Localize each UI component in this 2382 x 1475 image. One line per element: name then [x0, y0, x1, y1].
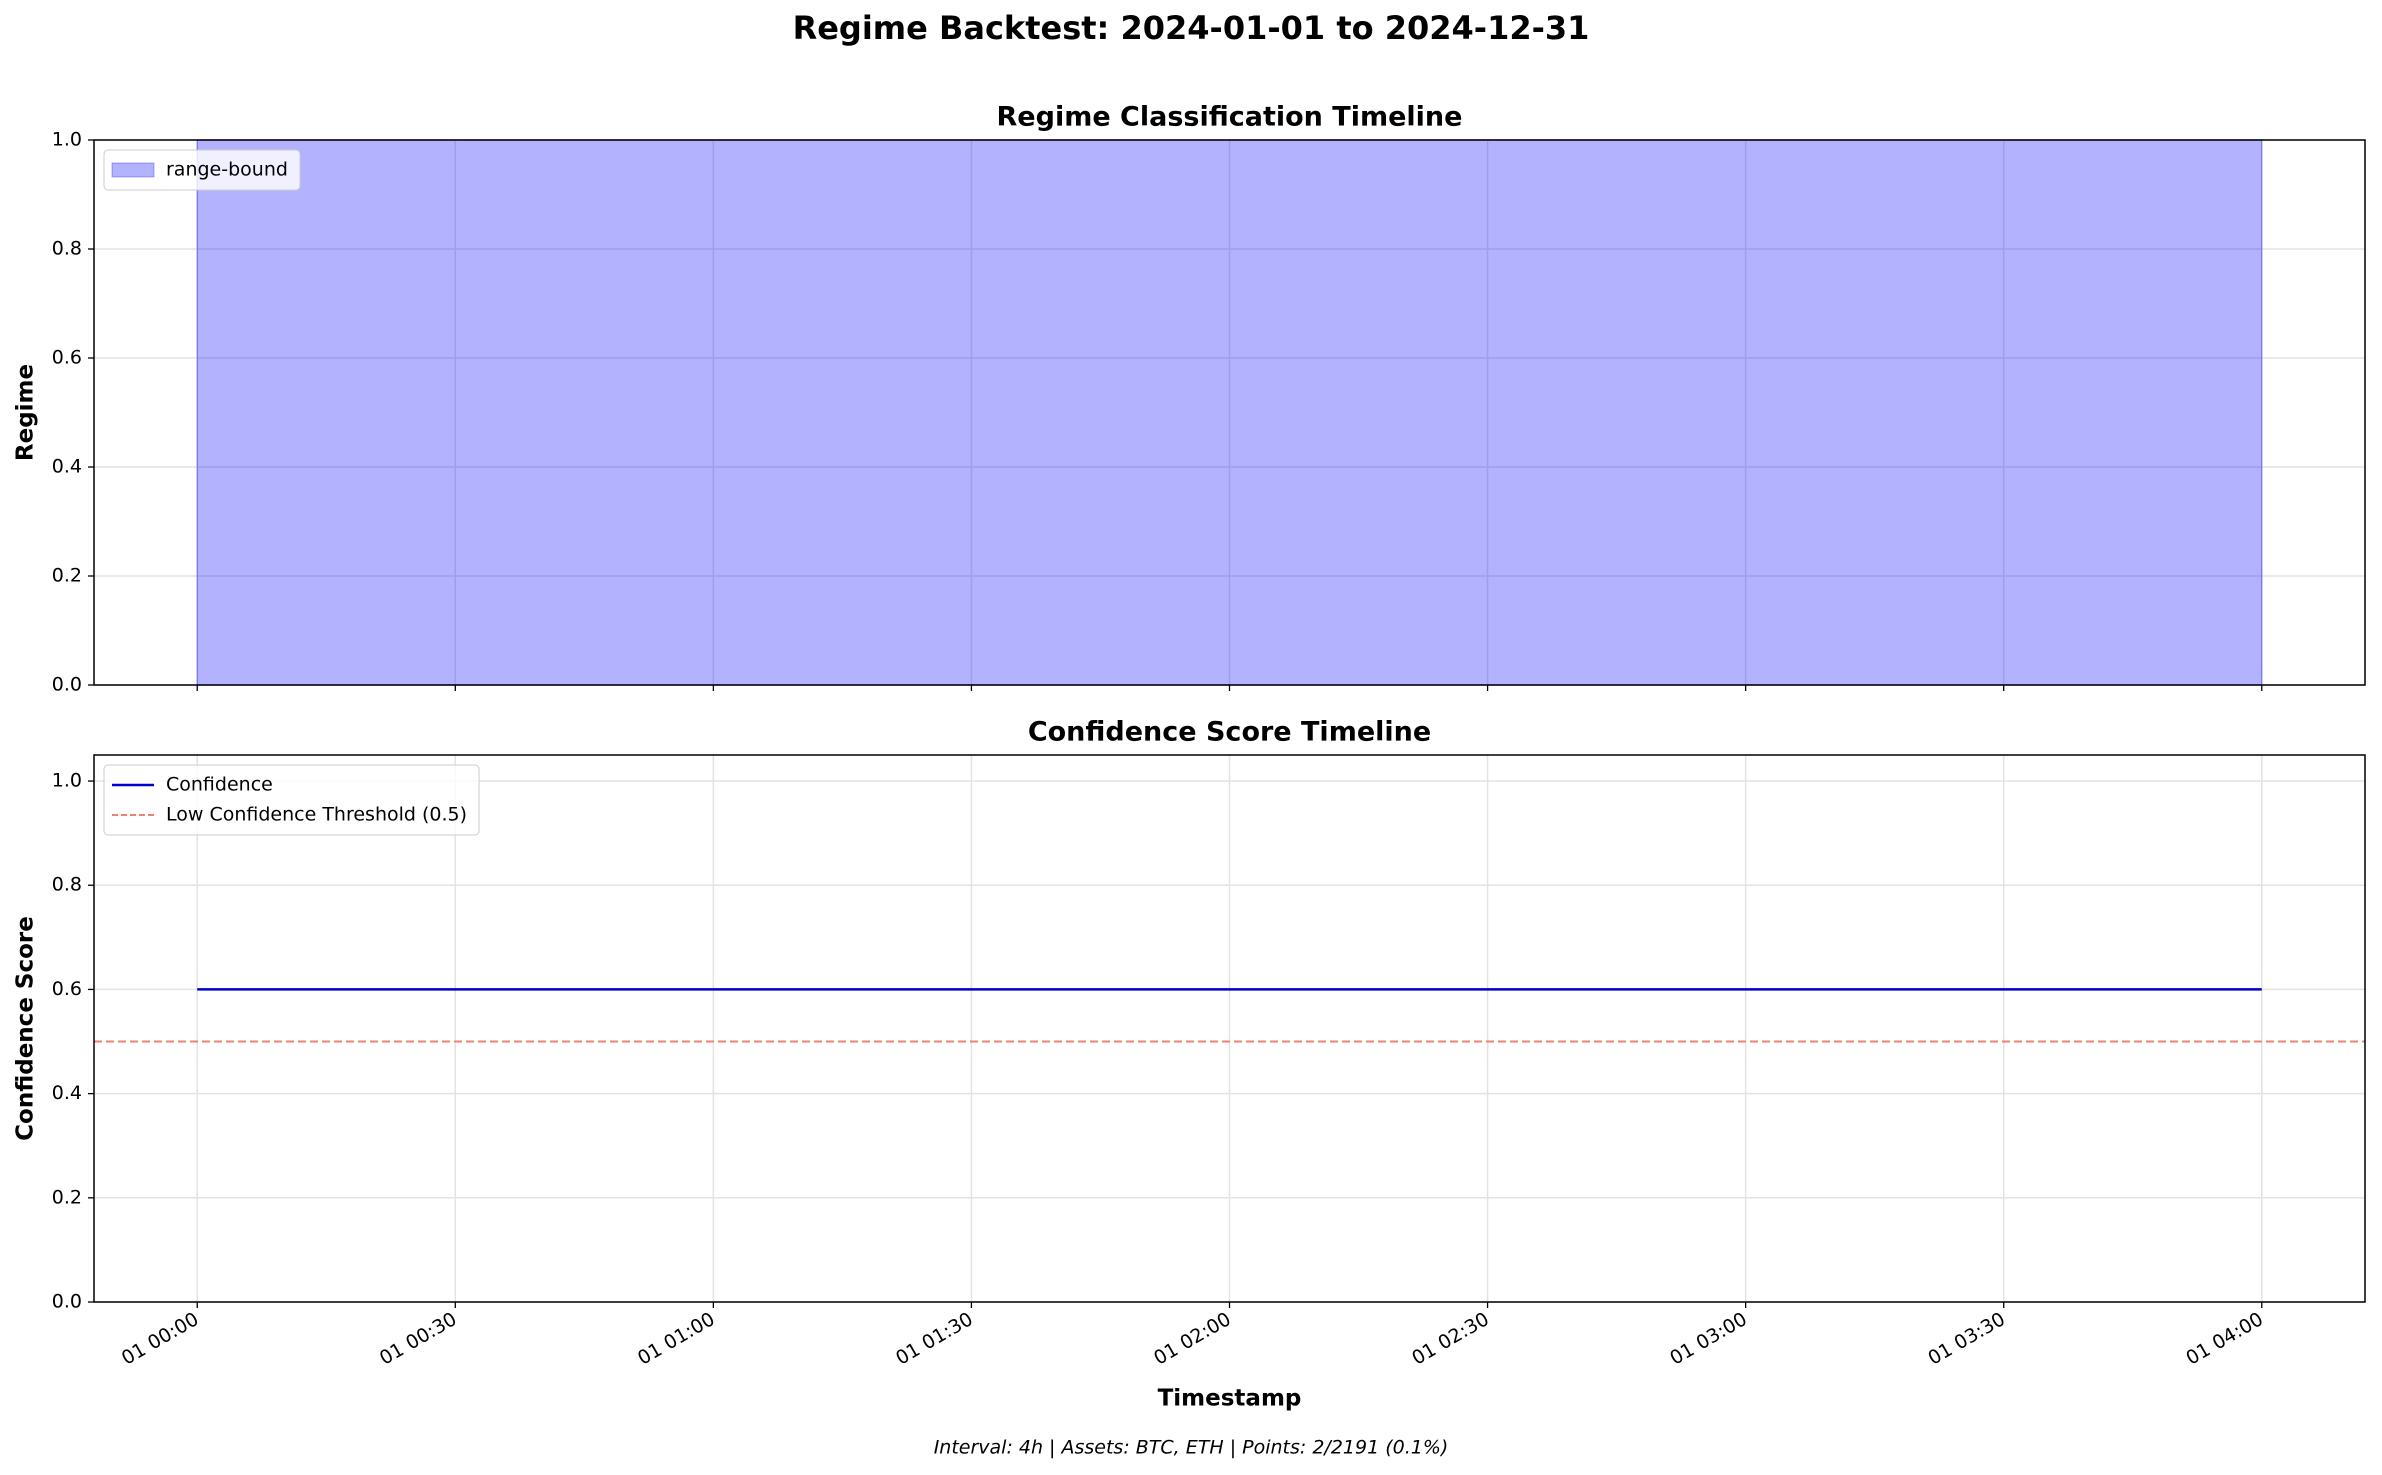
y-tick-label: 0.0 — [52, 674, 82, 696]
y-axis-label: Regime — [13, 364, 39, 461]
x-tick-label: 01 00:30 — [376, 1308, 461, 1370]
figure-title: Regime Backtest: 2024-01-01 to 2024-12-3… — [793, 9, 1590, 47]
legend-box — [103, 764, 480, 836]
y-tick-label: 1.0 — [52, 129, 82, 151]
y-tick-label: 0.2 — [52, 1186, 82, 1208]
axes-frame — [93, 754, 2366, 1303]
y-tick-label: 0.6 — [52, 347, 82, 369]
area — [196, 139, 2263, 686]
legend-box — [103, 149, 301, 191]
axes-title: Confidence Score Timeline — [1028, 717, 1431, 748]
y-tick-label: 0.8 — [52, 238, 82, 260]
x-tick-label: 01 01:30 — [892, 1308, 977, 1370]
axes-frame — [93, 139, 2366, 686]
y-tick-label: 0.6 — [52, 978, 82, 1000]
x-axis-label: Timestamp — [1158, 1386, 1302, 1412]
y-tick-label: 0.8 — [52, 874, 82, 896]
x-tick-label: 01 02:30 — [1408, 1308, 1493, 1370]
x-tick-label: 01 03:30 — [1924, 1308, 2009, 1370]
axes-title: Regime Classification Timeline — [997, 102, 1463, 133]
y-axis-label: Confidence Score — [13, 916, 39, 1141]
legend-label: range-bound — [166, 159, 288, 181]
x-tick-label: 01 02:00 — [1150, 1308, 1235, 1370]
legend-swatch — [111, 162, 155, 178]
y-tick-label: 1.0 — [52, 770, 82, 792]
footer: Interval: 4h | Assets: BTC, ETH | Points… — [934, 1437, 1449, 1459]
x-tick-label: 01 03:00 — [1666, 1308, 1751, 1370]
y-tick-label: 0.2 — [52, 565, 82, 587]
legend-label: Low Confidence Threshold (0.5) — [166, 804, 467, 826]
y-tick-label: 0.0 — [52, 1291, 82, 1313]
x-tick-label: 01 04:00 — [2182, 1308, 2267, 1370]
x-tick-label: 01 01:00 — [634, 1308, 719, 1370]
legend-label: Confidence — [166, 774, 273, 796]
y-tick-label: 0.4 — [52, 1082, 82, 1104]
y-tick-label: 0.4 — [52, 456, 82, 478]
x-tick-label: 01 00:00 — [118, 1308, 203, 1370]
